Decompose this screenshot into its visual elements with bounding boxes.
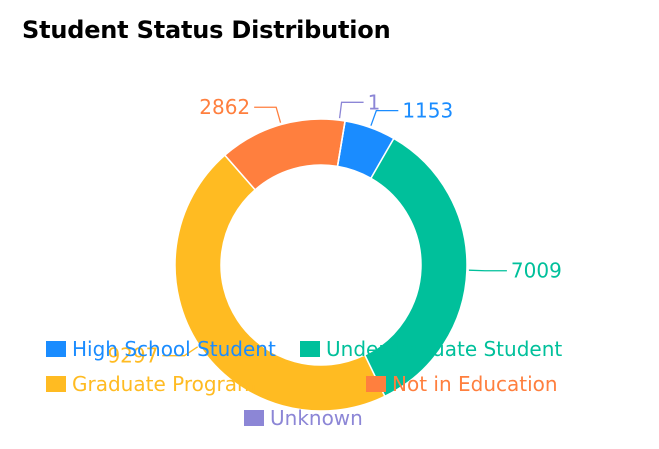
value-label-high-school-student: 1153 [402,99,453,123]
chart-title: Student Status Distribution [22,16,391,44]
legend-label-not-in-education: Not in Education [392,372,558,396]
legend-swatch-unknown [244,410,264,426]
legend-item-graduate-program[interactable]: Graduate Program [46,372,257,396]
slice-undergraduate-student[interactable] [363,137,468,398]
legend-swatch-undergraduate-student [300,341,320,357]
leader-line-high-school-student [370,109,399,126]
legend-item-not-in-education[interactable]: Not in Education [366,372,558,396]
slice-graduate-program[interactable] [174,154,386,412]
legend-item-high-school-student[interactable]: High School Student [46,337,276,361]
legend-label-high-school-student: High School Student [72,337,276,361]
leader-line-unknown [338,101,364,119]
leader-line-not-in-education [254,106,282,123]
legend-label-undergraduate-student: Undergraduate Student [326,337,563,361]
leader-line-undergraduate-student [468,269,507,272]
value-label-not-in-education: 2862 [199,95,250,119]
legend-swatch-not-in-education [366,376,386,392]
legend-item-unknown[interactable]: Unknown [244,406,363,430]
value-label-undergraduate-student: 7009 [511,259,562,283]
legend-item-undergraduate-student[interactable]: Undergraduate Student [300,337,562,361]
legend-swatch-high-school-student [46,341,66,357]
legend-label-graduate-program: Graduate Program [72,372,257,396]
value-label-unknown: 1 [368,90,381,114]
legend-swatch-graduate-program [46,376,66,392]
value-label-graduate-program: 9297 [107,344,158,368]
slice-unknown[interactable] [336,120,346,168]
leader-line-graduate-program [162,346,199,357]
legend-label-unknown: Unknown [270,406,363,430]
